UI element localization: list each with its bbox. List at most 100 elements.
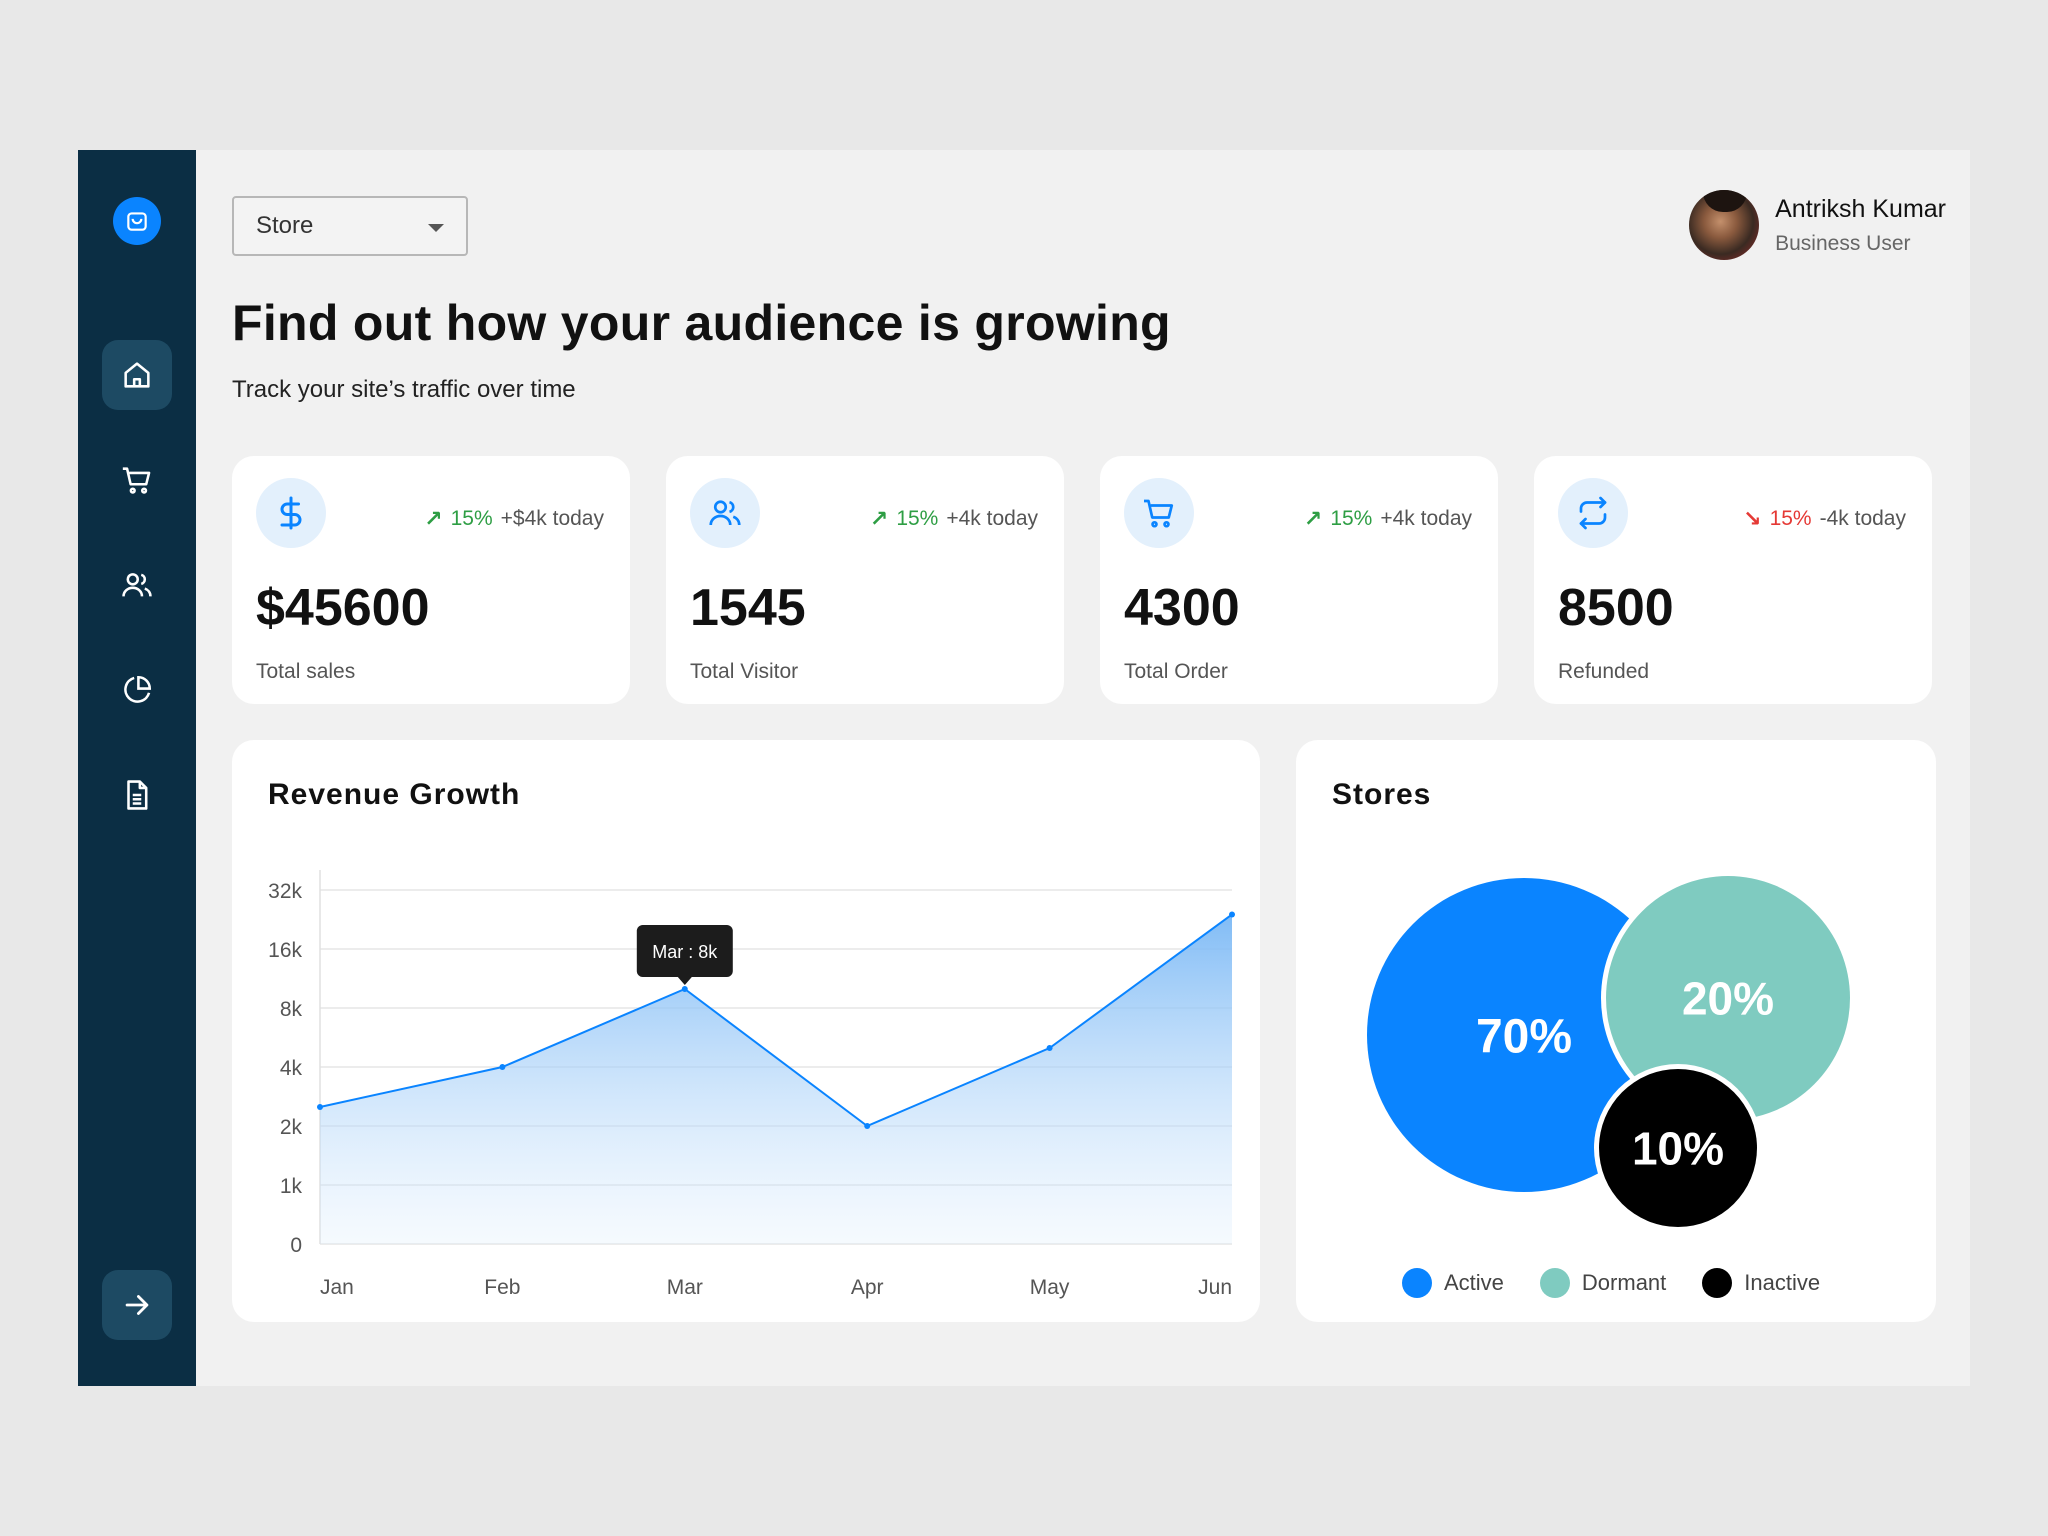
revenue-growth-panel: Revenue Growth 0 1k 2k 4k 8k 16k 32k Jan Feb Mar A… [232,740,1260,1322]
revenue-area [320,914,1232,1244]
revenue-point[interactable] [317,1104,323,1111]
trend-indicator: ↗ 15% +4k today [1304,506,1472,532]
bubble-dormant[interactable] [1606,876,1850,1120]
legend-item-active: Active [1402,1268,1504,1298]
legend-label: Inactive [1744,1270,1821,1295]
trend-delta: -4k today [1819,507,1906,530]
arrow-up-right-icon: ↗ [1303,506,1323,531]
trend-percent: 15% [1769,507,1812,530]
bubble-dormant-label: 20% [1682,973,1774,1025]
dollar-icon [256,478,326,548]
cart-icon [1124,478,1194,548]
revenue-point[interactable] [681,986,688,993]
stat-value: 8500 [1558,579,1674,637]
user-profile[interactable]: Antriksh Kumar Business User [1689,190,1946,260]
shopping-bag-logo-icon[interactable] [113,197,161,245]
document-icon [127,780,148,810]
x-tick-label: May [1030,1276,1070,1299]
users-icon [690,478,760,548]
chart-tooltip [636,925,733,978]
profile-role: Business User [1775,231,1911,255]
cart-icon [122,467,151,494]
page-subtitle: Track your site’s traffic over time [232,376,576,403]
arrow-up-right-icon: ↗ [424,506,443,531]
y-tick-label: 32k [268,880,302,903]
sidebar [78,150,196,1386]
stat-card-sales: ↗ 15% +$4k today $45600 Total sales [232,456,630,704]
revenue-point[interactable] [1046,1045,1053,1052]
sidebar-item-home[interactable] [102,340,172,410]
revenue-point[interactable] [864,1123,871,1129]
stat-label: Refunded [1558,660,1650,683]
users-icon [122,573,152,597]
y-tick-label: 1k [280,1175,303,1198]
x-tick-label: Apr [851,1276,884,1299]
bubble-inactive-label: 10% [1632,1123,1724,1175]
x-tick-label: Jun [1198,1276,1232,1299]
legend-item-dormant: Dormant [1539,1268,1667,1298]
trend-percent: 15% [450,507,493,530]
bubble-inactive[interactable] [1599,1069,1757,1227]
stores-panel: Stores 70% 20% 10% Active Dormant Inactive [1296,740,1936,1322]
trend-delta: +4k today [946,507,1038,530]
trend-percent: 15% [1330,507,1373,530]
sidebar-item-reports[interactable] [102,655,172,725]
store-select-value: Store [256,212,314,239]
stores-chart-title: Stores [1332,778,1432,811]
stat-value: $45600 [256,579,430,637]
arrow-up-right-icon: ↗ [869,506,889,531]
x-tick-label: Mar [667,1276,703,1299]
stat-card-visitors: ↗ 15% +4k today 1545 Total Visitor [666,456,1064,704]
legend-dot [1402,1268,1432,1298]
trend-delta: +4k today [1380,507,1472,530]
legend-label: Active [1444,1270,1504,1295]
legend-item-inactive: Inactive [1702,1268,1820,1298]
y-tick-label: 0 [290,1234,302,1257]
revenue-chart[interactable]: 0 1k 2k 4k 8k 16k 32k Jan Feb Mar Apr May Jun Mar : … [232,740,1260,1322]
stat-label: Total Visitor [690,660,799,683]
x-tick-label: Jan [320,1276,354,1299]
y-tick-label: 2k [280,1116,303,1139]
avatar [1689,190,1760,260]
stat-value: 4300 [1124,579,1240,637]
bubble-active-label: 70% [1476,1010,1572,1063]
y-tick-label: 16k [268,939,302,962]
caret-down-icon [428,224,444,232]
stat-card-orders: ↗ 15% +4k today 4300 Total Order [1100,456,1498,704]
revenue-point[interactable] [499,1064,506,1070]
legend-dot [1539,1268,1570,1298]
collapse-sidebar-button[interactable] [102,1270,172,1340]
stat-label: Total sales [256,660,356,683]
arrow-down-right-icon: ↘ [1743,506,1762,531]
tooltip-text: Mar : 8k [652,942,718,962]
stores-chart: 70% 20% 10% [1367,871,1855,1232]
store-select[interactable]: Store [232,196,468,256]
main-content: Store Antriksh Kumar Business User Find … [196,150,1970,1386]
trend-delta: +$4k today [500,507,604,530]
tooltip-pointer [677,977,692,986]
x-tick-label: Feb [484,1276,520,1299]
trend-indicator: ↗ 15% +4k today [870,506,1038,532]
sidebar-item-users[interactable] [102,550,172,620]
sidebar-item-cart[interactable] [102,445,172,515]
stat-label: Total Order [1124,660,1228,683]
stat-value: 1545 [690,579,806,637]
revenue-point[interactable] [1229,911,1235,918]
app-window: Store Antriksh Kumar Business User Find … [78,150,1970,1386]
stat-card-refunded: ↘ 15% -4k today 8500 Refunded [1534,456,1932,704]
sidebar-item-documents[interactable] [102,760,172,830]
home-icon [124,362,150,388]
pie-chart-icon [124,675,152,703]
trend-indicator: ↗ 15% +$4k today [424,506,604,532]
trend-percent: 15% [896,507,939,530]
revenue-chart-title: Revenue Growth [268,778,521,811]
legend-label: Dormant [1581,1270,1667,1295]
stores-legend: Active Dormant Inactive [1402,1268,1820,1298]
trend-indicator: ↘ 15% -4k today [1743,506,1906,532]
y-tick-label: 8k [280,998,303,1021]
profile-name: Antriksh Kumar [1775,194,1946,223]
arrow-right-icon [125,1295,149,1315]
legend-dot [1702,1268,1733,1298]
page-title: Find out how your audience is growing [232,295,1171,351]
refund-icon [1558,478,1628,548]
